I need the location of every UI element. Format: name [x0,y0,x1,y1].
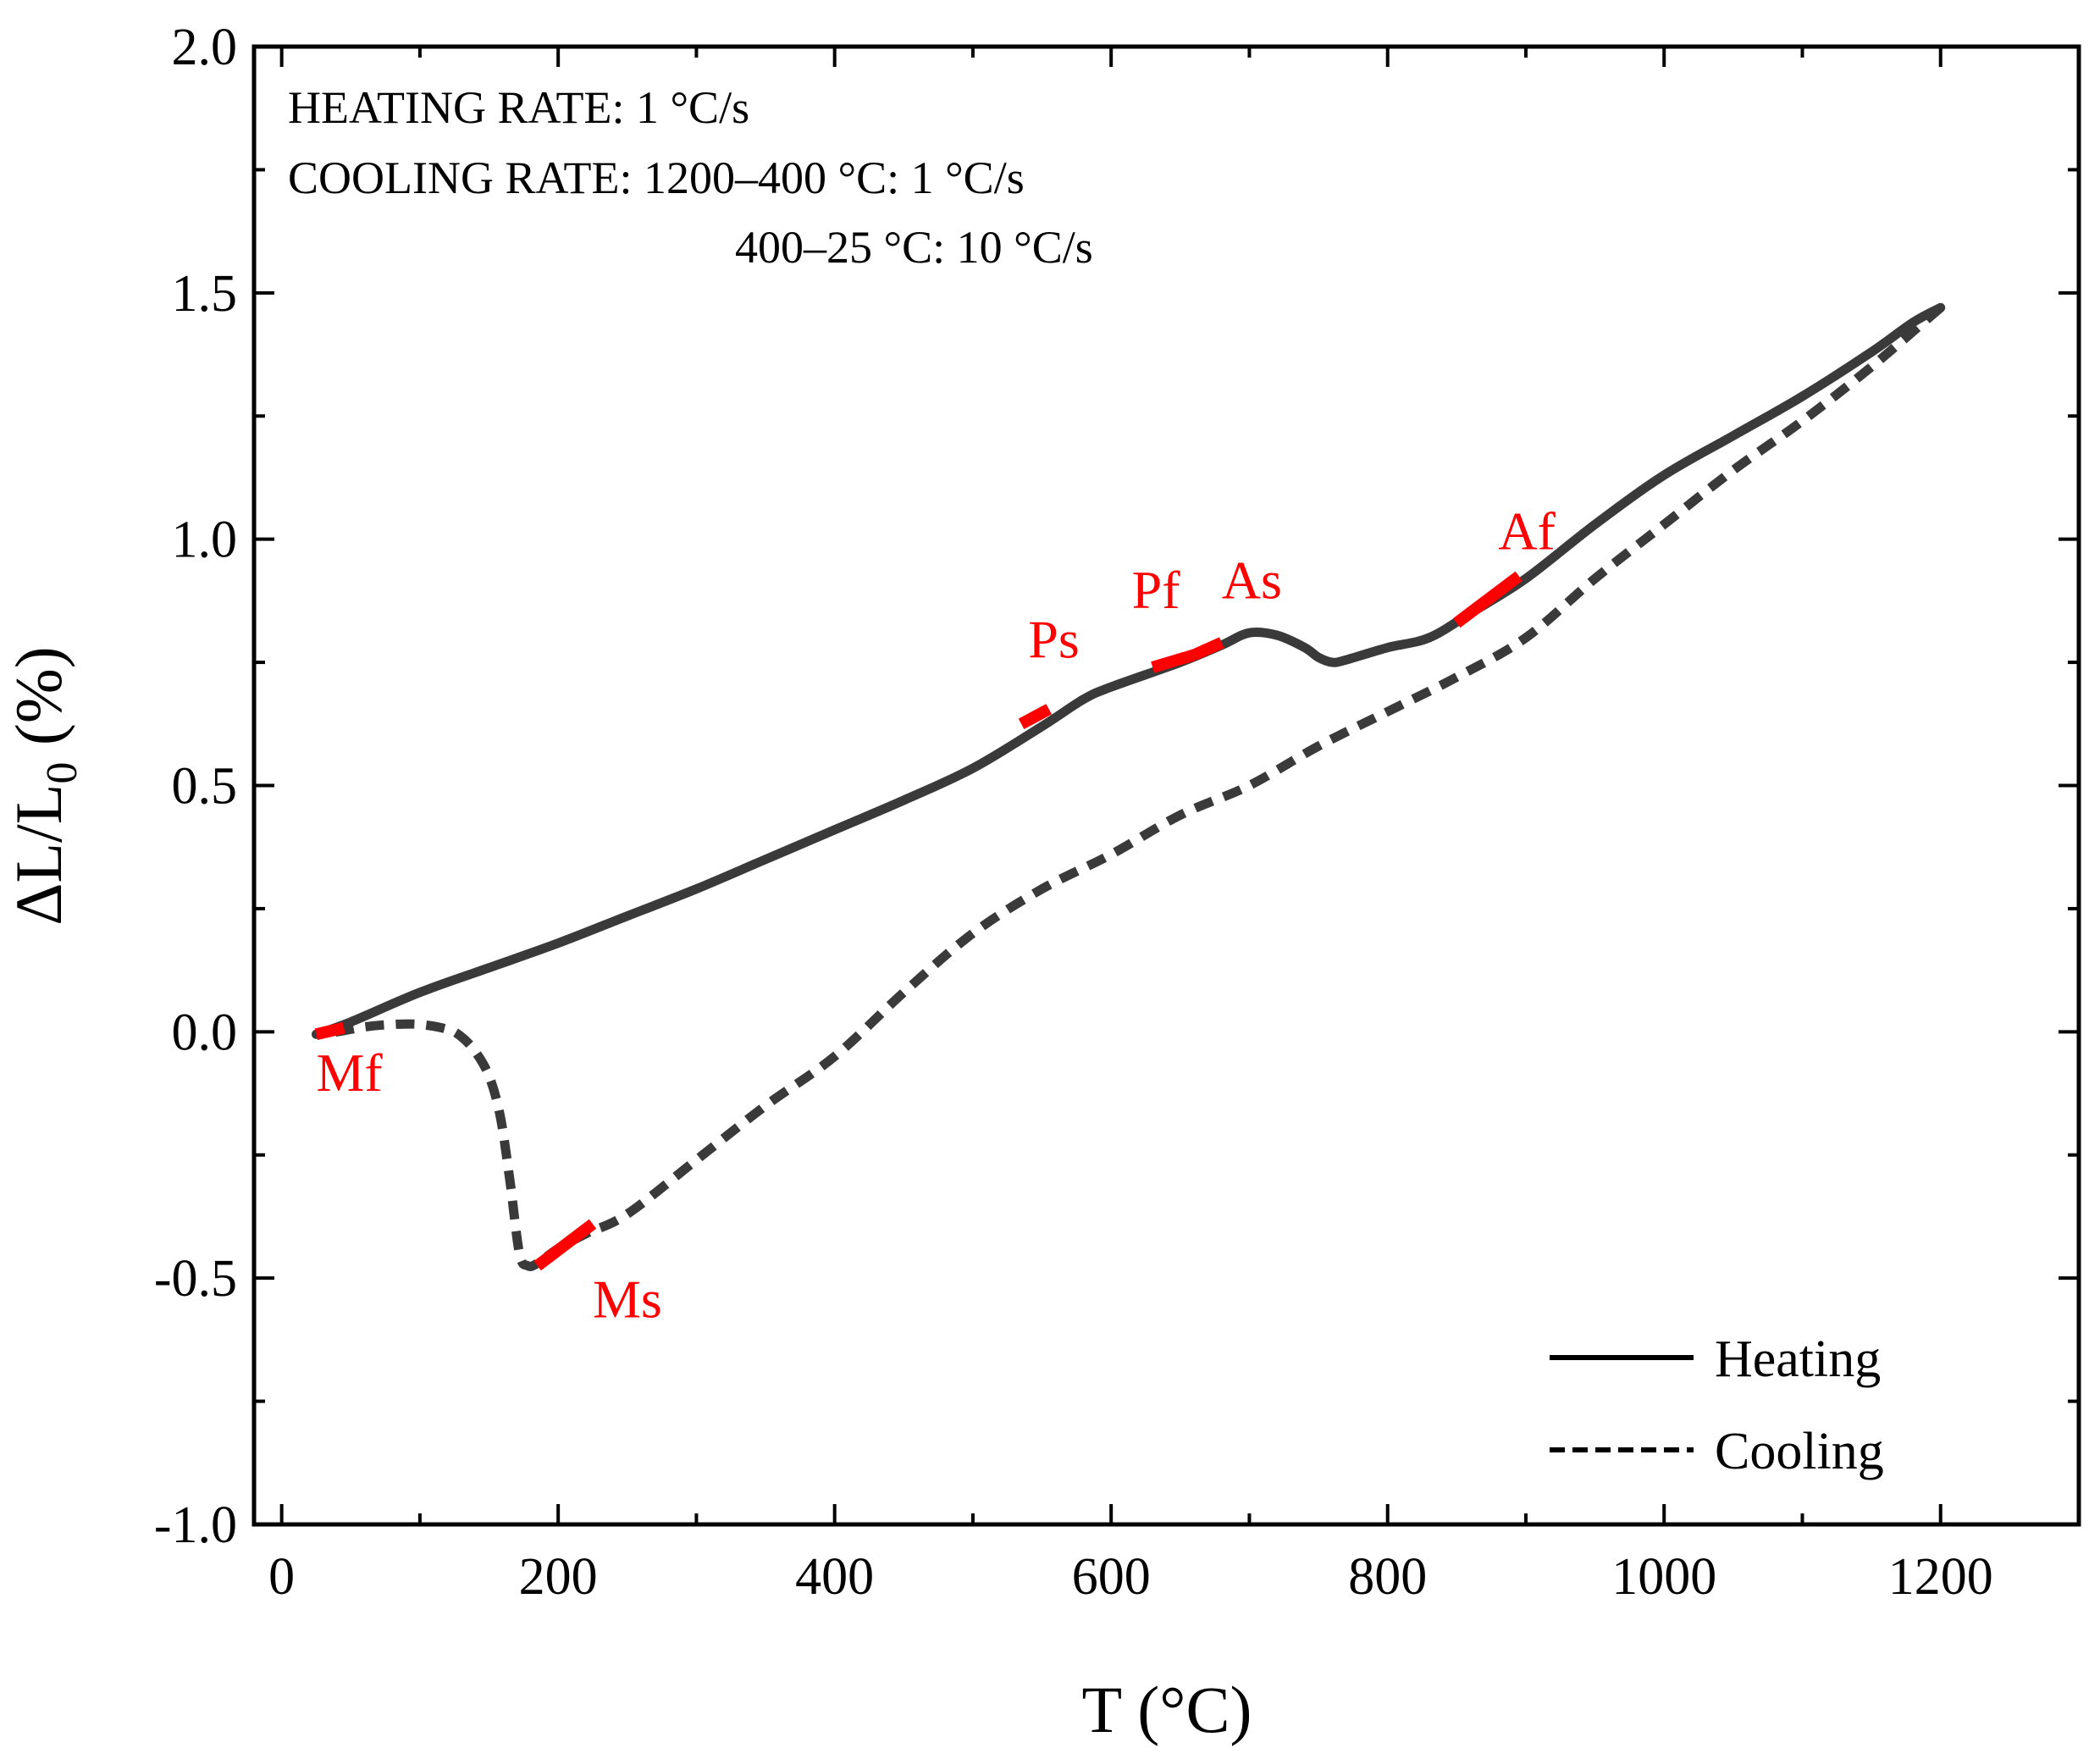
legend-heating-label: Heating [1715,1330,1881,1388]
marker-af-label: Af [1498,501,1556,561]
y-axis-ticks: -1.0 -0.5 0.0 0.5 1.0 1.5 2.0 [154,19,2079,1554]
annotation-cooling-rate-low: 400–25 °C: 10 °C/s [735,222,1093,273]
x-tick-label: 600 [1072,1548,1151,1606]
y-axis-title-unit: (%) [2,646,75,761]
svg-text:ΔL/L0 (%): ΔL/L0 (%) [2,646,86,926]
y-tick-label: 1.5 [172,265,238,323]
marker-as-label: As [1222,550,1282,610]
plot-frame [251,44,2081,1527]
marker-ps-segment [1018,704,1053,729]
annotation-cooling-rate: COOLING RATE: 1200–400 °C: 1 °C/s [288,152,1025,203]
marker-ms-label: Ms [593,1269,662,1330]
marker-af-segment [1453,571,1523,628]
legend: Heating Cooling [1550,1330,1884,1480]
series-line-heating [311,302,1946,1039]
x-axis-ticks: 0 200 400 600 800 1000 1200 [268,47,2081,1606]
marker-mf-segment [314,1021,345,1041]
plot-area [251,44,2081,1527]
x-tick-label: 200 [519,1548,598,1606]
x-tick-label: 0 [268,1548,295,1606]
y-tick-label: -0.5 [154,1250,237,1308]
marker-pf-label: Pf [1132,560,1181,620]
x-tick-label: 1200 [1888,1548,1993,1606]
legend-cooling-label: Cooling [1715,1423,1884,1480]
y-axis-title-subscript: 0 [38,762,86,784]
marker-as-segment [1191,637,1224,661]
y-tick-label: 0.0 [172,1004,238,1061]
x-axis-title: T (°C) [1082,1673,1252,1746]
marker-pf-segment [1151,649,1196,673]
x-tick-label: 800 [1348,1548,1427,1606]
transition-markers: Mf Ps Pf As Af Ms [314,501,1556,1330]
y-tick-label: -1.0 [154,1496,237,1554]
series-layer [311,302,1946,1271]
x-tick-label: 400 [795,1548,874,1606]
marker-ps-label: Ps [1028,609,1080,669]
y-tick-label: 1.0 [172,512,238,569]
rate-annotations: HEATING RATE: 1 °C/s COOLING RATE: 1200–… [288,82,1093,273]
y-tick-label: 2.0 [172,19,238,76]
marker-ms-segment [533,1219,597,1271]
y-axis-title-main: ΔL/L [2,784,75,926]
marker-mf-label: Mf [316,1043,383,1103]
x-tick-label: 1000 [1611,1548,1716,1606]
series-line-cooling [315,304,1944,1271]
annotation-heating-rate: HEATING RATE: 1 °C/s [288,82,749,133]
y-axis-title: ΔL/L0 (%) [2,646,86,926]
y-tick-label: 0.5 [172,758,238,816]
